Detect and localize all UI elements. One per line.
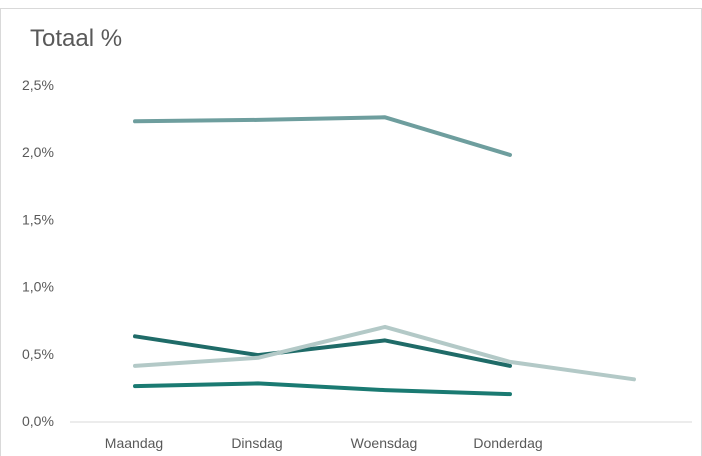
y-tick-label: 2,5% bbox=[22, 77, 54, 93]
series-line-1 bbox=[133, 115, 512, 157]
x-tick-label: Dinsdag bbox=[231, 435, 282, 451]
series-line-3 bbox=[133, 324, 636, 382]
y-tick-label: 1,5% bbox=[22, 211, 54, 227]
chart-title: Totaal % bbox=[30, 25, 123, 52]
y-tick-label: 0,5% bbox=[22, 346, 54, 362]
y-tick-label: 1,0% bbox=[22, 279, 54, 295]
y-tick-label: 2,0% bbox=[22, 144, 54, 160]
x-tick-label: Woensdag bbox=[351, 435, 418, 451]
series-line-4 bbox=[133, 381, 512, 397]
x-tick-label: Donderdag bbox=[473, 435, 542, 451]
series-line-2 bbox=[133, 334, 512, 368]
x-tick-label: Maandag bbox=[105, 435, 163, 451]
top-strip bbox=[0, 0, 702, 9]
y-tick-label: 0,0% bbox=[22, 413, 54, 429]
